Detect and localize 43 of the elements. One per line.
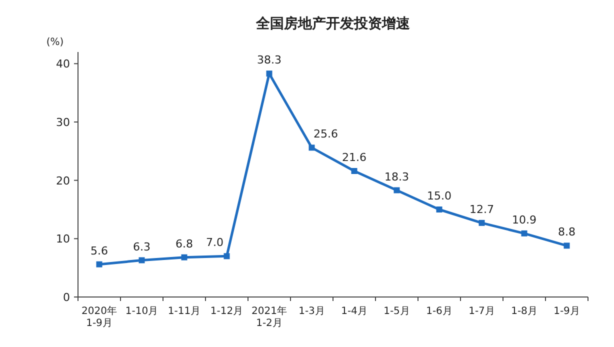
text: 25.6 (314, 128, 338, 141)
x-tick-label: 2021年 1-2月 (252, 305, 287, 329)
x-tick-label: 1-4月 (341, 306, 368, 317)
point (181, 254, 188, 260)
y-tick-label: 0 (63, 291, 70, 304)
x-tick-label: 1-11月 (168, 306, 201, 317)
x-tick-label: 1-9月 (554, 306, 580, 317)
point (224, 253, 230, 260)
y-tick-label: 20 (56, 174, 70, 188)
point (394, 187, 400, 194)
text: 7.0 (206, 236, 224, 250)
point (521, 230, 528, 236)
point (564, 242, 570, 249)
y-axis-title: (%) (46, 37, 64, 48)
y-tick-label: 40 (56, 58, 70, 71)
point (96, 261, 102, 268)
x-tick-label: 1-5月 (384, 306, 410, 317)
y-tick-label: 30 (56, 116, 70, 129)
x-tick-label: 2020年 1-9月 (82, 305, 117, 329)
text: 15.0 (427, 190, 452, 202)
text: 12.7 (470, 202, 494, 216)
point (478, 220, 485, 226)
y-tick-label: 10 (56, 232, 70, 246)
text: 6.8 (176, 237, 193, 250)
text: 8.8 (558, 226, 576, 239)
point (266, 70, 272, 77)
point (138, 257, 145, 264)
x-tick-label: 1-12月 (210, 306, 244, 317)
x-tick-label: 1-10月 (125, 306, 158, 317)
text: 38.3 (257, 54, 282, 67)
text: 5.6 (90, 244, 108, 258)
text: 6.3 (133, 240, 150, 254)
x-tick-label: 1-8月 (511, 306, 538, 317)
x-tick-label: 1-3月 (298, 306, 325, 317)
x-tick-label: 1-6月 (426, 306, 452, 317)
point (308, 144, 315, 151)
x-tick-label: 1-7月 (468, 306, 495, 317)
text: 18.3 (384, 170, 409, 184)
text: 21.6 (342, 151, 366, 164)
point (351, 168, 358, 174)
chart-title: 全国房地产开发投资增速 (255, 15, 411, 32)
point (436, 206, 442, 212)
text: 10.9 (512, 213, 536, 226)
